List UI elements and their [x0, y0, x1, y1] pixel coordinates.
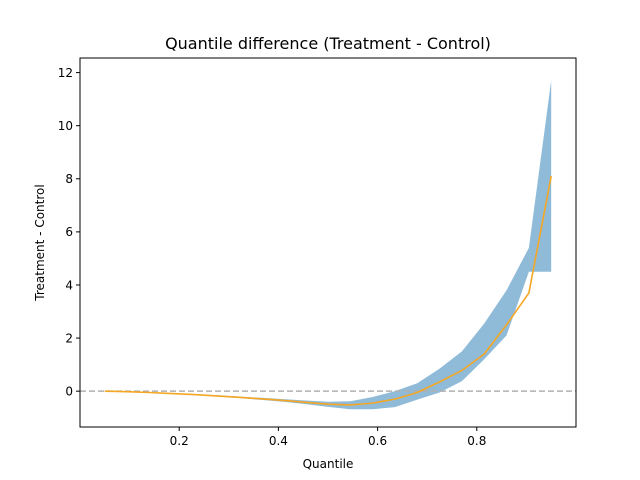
chart-title: Quantile difference (Treatment - Control… — [165, 34, 491, 53]
estimate-line — [104, 175, 552, 406]
x-axis-label: Quantile — [303, 457, 354, 471]
y-tick-label: 12 — [58, 66, 73, 80]
y-tick-label: 0 — [65, 384, 73, 398]
y-tick-label: 10 — [58, 119, 73, 133]
axis-ticks: 0.2 0.4 0.6 0.8 0 2 4 6 8 10 12 — [58, 66, 487, 448]
y-tick-label: 8 — [65, 172, 73, 186]
y-tick-label: 2 — [65, 331, 73, 345]
x-tick-label: 0.4 — [269, 434, 288, 448]
y-tick-label: 6 — [65, 225, 73, 239]
x-tick-label: 0.2 — [170, 434, 189, 448]
y-axis-label: Treatment - Control — [33, 184, 47, 301]
x-tick-label: 0.8 — [467, 434, 486, 448]
x-tick-label: 0.6 — [368, 434, 387, 448]
plot-area — [80, 80, 576, 410]
axes-frame — [79, 57, 577, 428]
y-tick-label: 4 — [65, 278, 73, 292]
